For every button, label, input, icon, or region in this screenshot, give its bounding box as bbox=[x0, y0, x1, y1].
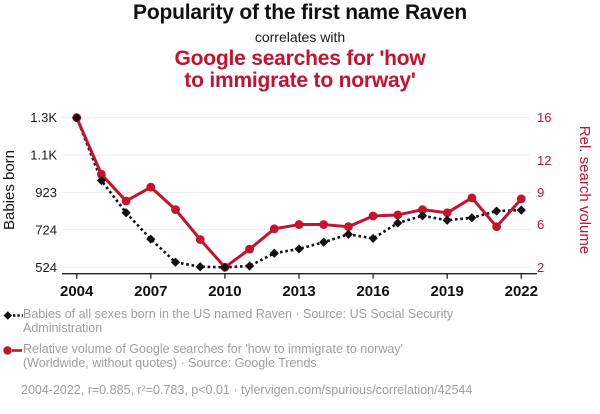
stats-footer: 2004-2022, r=0.885, r²=0.783, p<0.01 · t… bbox=[21, 383, 473, 397]
right-tick-label: 12 bbox=[537, 153, 551, 168]
chart-red-title: Google searches for 'how to immigrate to… bbox=[0, 48, 600, 92]
left-tick-label: 1.3K bbox=[30, 110, 57, 125]
babies-marker bbox=[146, 234, 156, 244]
babies-marker bbox=[195, 262, 205, 272]
searches-marker bbox=[269, 224, 279, 234]
left-tick-label: 724 bbox=[35, 222, 57, 237]
chart-subtitle: correlates with bbox=[254, 29, 346, 45]
babies-marker bbox=[269, 248, 279, 258]
searches-marker bbox=[146, 182, 156, 192]
babies-marker bbox=[220, 262, 230, 272]
left-tick-label: 524 bbox=[35, 260, 57, 275]
left-tick-label: 923 bbox=[35, 185, 57, 200]
legend-item-searches: Relative volume of Google searches for '… bbox=[3, 342, 578, 370]
babies-marker bbox=[343, 229, 353, 239]
x-tick-label: 2007 bbox=[134, 283, 167, 300]
legend-babies-line1: Babies of all sexes born in the US named… bbox=[23, 307, 454, 321]
legend-babies-line2: Administration bbox=[23, 320, 103, 335]
babies-marker bbox=[319, 237, 329, 247]
babies-marker bbox=[245, 261, 255, 271]
legend: Babies of all sexes born in the US named… bbox=[3, 307, 578, 378]
legend-searches-line1: Relative volume of Google searches for '… bbox=[23, 342, 403, 356]
babies-marker bbox=[170, 257, 181, 267]
searches-marker bbox=[121, 196, 131, 206]
searches-marker bbox=[245, 244, 255, 254]
searches-marker bbox=[344, 222, 353, 232]
right-tick-label: 9 bbox=[537, 185, 544, 200]
babies-marker bbox=[516, 205, 526, 215]
searches-marker bbox=[442, 208, 452, 218]
babies-marker bbox=[417, 211, 428, 221]
babies-marker bbox=[442, 215, 452, 225]
legend-text-babies: Babies of all sexes born in the US named… bbox=[23, 307, 454, 335]
left-tick-label: 1.1K bbox=[30, 148, 57, 163]
red-circle-solid-icon bbox=[3, 346, 22, 355]
babies-marker bbox=[467, 213, 477, 223]
black-diamond-dashed-icon bbox=[3, 311, 23, 320]
right-tick-label: 16 bbox=[537, 110, 551, 125]
babies-marker bbox=[368, 233, 378, 244]
plot-svg: 524 724 923 1.1K 1.3K 2 6 9 12 16 2004 2007 2010 2013… bbox=[30, 110, 551, 300]
searches-marker bbox=[319, 220, 329, 229]
searches-marker bbox=[171, 205, 180, 214]
x-tick-label: 2022 bbox=[505, 283, 538, 300]
babies-marker bbox=[294, 244, 304, 254]
searches-marker bbox=[195, 235, 205, 244]
searches-marker bbox=[97, 169, 106, 179]
searches-marker bbox=[492, 222, 501, 232]
searches-marker bbox=[368, 211, 378, 221]
legend-item-babies: Babies of all sexes born in the US named… bbox=[3, 307, 578, 335]
babies-marker bbox=[96, 175, 106, 186]
legend-searches-line2: (Worldwide, without quotes) · Source: Go… bbox=[23, 355, 317, 370]
searches-marker bbox=[467, 193, 477, 203]
x-tick-label: 2019 bbox=[431, 283, 464, 300]
right-tick-label: 6 bbox=[537, 217, 544, 232]
searches-marker bbox=[393, 210, 403, 220]
babies-marker bbox=[121, 208, 131, 218]
babies-marker bbox=[72, 113, 82, 123]
x-tick-label: 2016 bbox=[356, 283, 389, 300]
x-tick-label: 2013 bbox=[282, 283, 315, 300]
searches-marker bbox=[418, 205, 427, 214]
searches-marker bbox=[516, 194, 526, 204]
x-tick-label: 2010 bbox=[208, 283, 241, 300]
left-axis-title: Babies born bbox=[1, 149, 18, 231]
babies-marker bbox=[393, 218, 403, 228]
right-axis-title: Rel. search volume bbox=[576, 125, 593, 255]
right-tick-label: 2 bbox=[537, 260, 544, 275]
searches-marker bbox=[294, 220, 304, 229]
chart-title: Popularity of the first name Raven bbox=[133, 1, 467, 24]
red-title-line2: to immigrate to norway' bbox=[184, 69, 416, 92]
legend-text-searches: Relative volume of Google searches for '… bbox=[23, 342, 403, 370]
babies-marker bbox=[492, 206, 502, 216]
red-title-line1: Google searches for 'how bbox=[174, 47, 426, 70]
x-tick-label: 2004 bbox=[60, 283, 94, 300]
